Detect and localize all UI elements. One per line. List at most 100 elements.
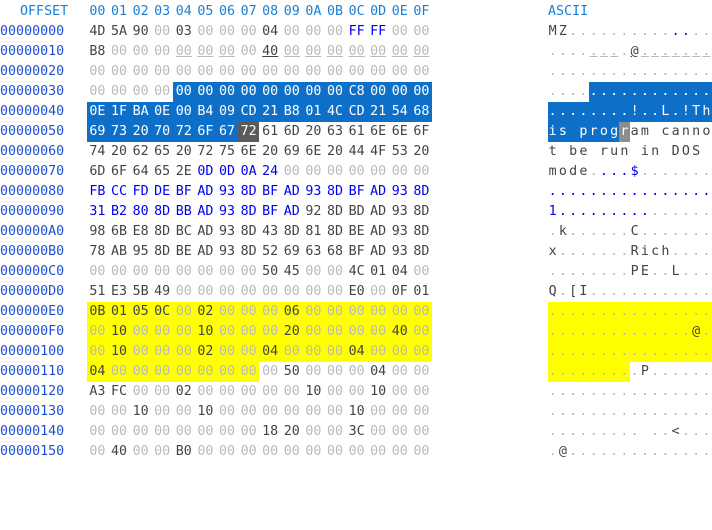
ascii-char-cell[interactable]: . — [558, 184, 567, 199]
hex-byte-cell[interactable]: 00 — [391, 364, 408, 379]
ascii-char-cell[interactable]: . — [610, 44, 619, 59]
hex-byte-cell[interactable]: DE — [154, 184, 171, 199]
hex-byte-cell[interactable]: BE — [175, 244, 192, 259]
hex-byte-cell[interactable]: 63 — [305, 244, 322, 259]
ascii-char-cell[interactable]: . — [681, 444, 690, 459]
hex-byte-cell[interactable]: 10 — [194, 322, 217, 342]
ascii-char-cell[interactable]: . — [609, 322, 620, 342]
hex-byte-cell[interactable]: 8D — [240, 204, 257, 219]
ascii-char-cell[interactable]: . — [681, 284, 690, 299]
ascii-char-cell[interactable]: I — [579, 284, 588, 299]
hex-byte-cell[interactable]: 6E — [391, 124, 408, 139]
ascii-char-cell[interactable]: . — [681, 424, 690, 439]
hex-byte-cell[interactable]: 00 — [129, 362, 152, 382]
hex-byte-cell[interactable]: BF — [262, 184, 279, 199]
ascii-char-cell[interactable]: . — [670, 82, 681, 102]
hex-byte-cell[interactable]: 02 — [194, 302, 217, 322]
ascii-char-cell[interactable]: . — [588, 82, 599, 102]
ascii-char-cell[interactable]: . — [692, 24, 701, 39]
hex-byte-cell[interactable]: 00 — [305, 164, 322, 179]
hex-byte-cell[interactable]: 8D — [413, 184, 430, 199]
ascii-char-cell[interactable]: . — [568, 302, 579, 322]
hex-byte-cell[interactable]: 00 — [370, 44, 387, 59]
hex-byte-cell[interactable]: 00 — [348, 364, 365, 379]
ascii-char-cell[interactable]: . — [640, 224, 649, 239]
hex-byte-cell[interactable]: 0B — [86, 302, 109, 322]
hex-byte-cell[interactable]: 81 — [305, 224, 322, 239]
hex-byte-cell[interactable]: 50 — [262, 264, 279, 279]
hex-byte-cell[interactable]: 0A — [240, 164, 257, 179]
ascii-char-cell[interactable]: . — [681, 384, 690, 399]
ascii-char-cell[interactable]: . — [569, 444, 578, 459]
ascii-char-cell[interactable]: . — [651, 164, 660, 179]
ascii-char-cell[interactable]: . — [692, 364, 701, 379]
hex-byte-cell[interactable]: 00 — [240, 404, 257, 419]
ascii-char-cell[interactable]: . — [701, 302, 712, 322]
hex-byte-cell[interactable]: 00 — [413, 44, 430, 59]
ascii-char-cell[interactable]: . — [639, 302, 650, 322]
ascii-char-cell[interactable]: c — [661, 124, 670, 139]
ascii-char-cell[interactable] — [640, 422, 650, 442]
hex-byte-cell[interactable]: 24 — [262, 164, 279, 179]
ascii-char-cell[interactable]: . — [692, 204, 701, 219]
hex-byte-cell[interactable]: 69 — [283, 244, 300, 259]
hex-byte-cell[interactable]: 20 — [283, 424, 300, 439]
hex-byte-cell[interactable]: 00 — [237, 322, 260, 342]
ascii-char-cell[interactable]: . — [702, 384, 711, 399]
hex-byte-cell[interactable]: 18 — [262, 424, 279, 439]
hex-byte-cell[interactable]: 10 — [370, 384, 387, 399]
hex-byte-cell[interactable]: 00 — [326, 64, 344, 79]
hex-byte-cell[interactable]: 00 — [132, 384, 149, 399]
ascii-char-cell[interactable]: . — [670, 302, 681, 322]
ascii-char-cell[interactable]: . — [701, 82, 712, 102]
hex-byte-cell[interactable]: AB — [110, 244, 128, 259]
ascii-char-cell[interactable]: . — [630, 64, 639, 79]
ascii-char-cell[interactable]: . — [651, 44, 660, 59]
ascii-char-cell[interactable]: . — [578, 362, 589, 382]
ascii-char-cell[interactable]: . — [640, 204, 649, 219]
hex-byte-cell[interactable]: 6E — [305, 144, 322, 159]
ascii-char-cell[interactable]: . — [579, 24, 588, 39]
hex-byte-cell[interactable]: 00 — [194, 82, 217, 102]
hex-byte-cell[interactable]: 95 — [132, 244, 149, 259]
hex-byte-cell[interactable]: 00 — [413, 164, 430, 179]
hex-byte-cell[interactable]: 00 — [326, 264, 344, 279]
ascii-char-cell[interactable]: S — [692, 144, 701, 159]
ascii-char-cell[interactable]: . — [610, 244, 619, 259]
ascii-char-cell[interactable]: . — [569, 184, 578, 199]
ascii-char-cell[interactable]: . — [547, 342, 558, 362]
hex-byte-cell[interactable]: 72 — [197, 144, 214, 159]
ascii-char-cell[interactable] — [568, 122, 579, 142]
ascii-char-cell[interactable]: . — [671, 204, 680, 219]
hex-byte-cell[interactable]: 00 — [391, 444, 408, 459]
hex-byte-cell[interactable]: 0C — [151, 302, 173, 322]
hex-byte-cell[interactable]: 00 — [326, 444, 344, 459]
ascii-char-cell[interactable]: k — [558, 224, 567, 239]
ascii-char-cell[interactable]: . — [702, 404, 711, 419]
hex-byte-cell[interactable]: 00 — [173, 82, 195, 102]
ascii-char-cell[interactable]: . — [569, 404, 578, 419]
hex-byte-cell[interactable]: 00 — [281, 82, 303, 102]
hex-byte-cell[interactable]: 1F — [108, 102, 130, 122]
hex-byte-cell[interactable]: 00 — [283, 64, 300, 79]
hex-byte-cell[interactable]: 4C — [348, 264, 365, 279]
hex-byte-cell[interactable]: 00 — [89, 264, 106, 279]
ascii-char-cell[interactable]: . — [702, 204, 711, 219]
ascii-char-cell[interactable]: . — [651, 384, 660, 399]
hex-byte-cell[interactable]: 00 — [370, 424, 387, 439]
ascii-char-cell[interactable]: . — [569, 24, 578, 39]
hex-byte-cell[interactable]: 00 — [326, 384, 344, 399]
hex-byte-cell[interactable]: A3 — [89, 384, 106, 399]
ascii-char-cell[interactable]: . — [599, 244, 608, 259]
ascii-char-cell[interactable]: . — [568, 342, 579, 362]
ascii-char-cell[interactable]: . — [639, 342, 650, 362]
hex-byte-cell[interactable]: 72 — [173, 122, 195, 142]
ascii-char-cell[interactable]: . — [578, 342, 589, 362]
ascii-char-cell[interactable]: . — [558, 44, 567, 59]
hex-byte-cell[interactable]: 00 — [216, 362, 238, 382]
ascii-char-cell[interactable]: n — [620, 144, 629, 159]
ascii-char-cell[interactable]: . — [660, 322, 671, 342]
ascii-char-cell[interactable]: . — [692, 224, 701, 239]
ascii-char-cell[interactable]: . — [589, 284, 598, 299]
ascii-char-cell[interactable]: . — [589, 64, 598, 79]
